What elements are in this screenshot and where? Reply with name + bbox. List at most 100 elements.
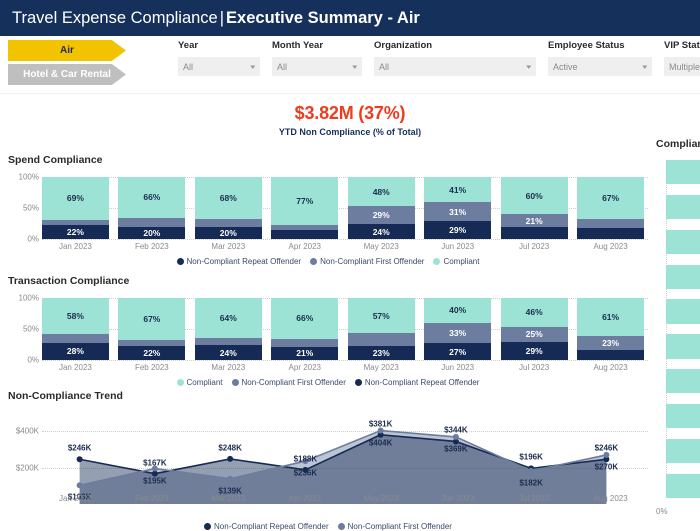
data-point[interactable] [76,482,83,489]
bar-segment[interactable]: 33% [424,322,492,344]
non-compliance-trend-legend[interactable]: Non-Compliant Repeat Offender Non-Complia… [8,522,648,531]
bar-segment[interactable] [118,339,186,347]
bar-segment[interactable]: 31% [424,202,492,222]
bar-segment[interactable]: 25% [500,326,568,343]
legend-item[interactable]: Non-Compliant First Offender [337,522,452,531]
data-point[interactable] [452,433,459,440]
bar-segment[interactable] [118,217,186,227]
bar-segment[interactable]: 21% [271,346,339,360]
filter-organization-dropdown[interactable]: All ▾ [374,57,536,76]
bar-segment[interactable]: 24% [347,224,415,239]
data-point[interactable] [76,456,83,463]
data-point[interactable] [452,438,459,445]
data-point[interactable] [151,470,158,477]
nav-chip-hotel-car-rental[interactable]: Hotel & Car Rental [8,64,126,85]
filter-vip-status-dropdown[interactable]: Multiple [664,57,700,76]
bar-column[interactable]: 77% [271,177,339,239]
legend-item[interactable]: Non-Compliant First Offender [231,378,346,387]
filter-employee-status-dropdown[interactable]: Active ▾ [548,57,652,76]
bar-segment[interactable]: 23% [347,345,415,360]
data-point[interactable] [302,458,309,465]
bar-segment[interactable] [194,337,262,346]
bar-segment[interactable]: 66% [118,177,186,218]
bar-segment[interactable] [666,369,700,394]
bar-segment[interactable] [271,230,339,239]
bar-segment[interactable] [577,218,644,228]
bar-segment[interactable]: 23% [577,335,644,351]
nav-chip-air[interactable]: Air [8,40,126,61]
data-point[interactable] [603,456,610,463]
bar-segment[interactable]: 24% [194,345,262,360]
legend-item[interactable]: Non-Compliant Repeat Offender [204,522,329,531]
non-compliance-trend-plot[interactable]: $200K $400K $246K $167K $248K $188K $381K $344K… [8,419,648,504]
bar-segment[interactable] [666,264,700,289]
bar-segment[interactable]: 68% [194,177,262,220]
bar-segment[interactable]: 48% [347,177,415,207]
bar-segment[interactable]: 22% [42,225,109,239]
bar-column[interactable]: 66% 21% [271,298,339,360]
bar-segment[interactable]: 60% [500,177,568,215]
bar-column[interactable]: 64% 24% [194,298,262,360]
bar-segment[interactable]: 57% [347,298,415,334]
bar-segment[interactable]: 66% [271,298,339,339]
bar-segment[interactable]: 58% [42,298,109,334]
transaction-compliance-legend[interactable]: Compliant Non-Compliant First Offender Non… [8,378,648,387]
compliance-clipped-plot[interactable] [656,160,700,498]
filter-month-year-dropdown[interactable]: All ▾ [272,57,362,76]
bar-column[interactable]: 60% 21% [500,177,568,239]
bar-segment[interactable]: 64% [194,298,262,338]
data-point[interactable] [227,475,234,482]
bar-column[interactable]: 69% 22% [42,177,109,239]
bar-column[interactable]: 58% 28% [42,298,109,360]
legend-item[interactable]: Compliant [176,378,223,387]
bar-segment[interactable] [666,473,700,498]
bar-segment[interactable] [666,438,700,464]
bar-column[interactable]: 41% 31% 29% [424,177,492,239]
spend-compliance-legend[interactable]: Non-Compliant Repeat Offender Non-Complia… [8,257,648,266]
bar-segment[interactable] [666,229,700,255]
transaction-compliance-plot[interactable]: 0% 50% 100% 58% 28% 67% 22% 64% 24% 66% 21% 57% 23% 4… [8,294,648,365]
bar-segment[interactable]: 29% [347,206,415,225]
legend-item[interactable]: Non-Compliant Repeat Offender [354,378,479,387]
data-point[interactable] [151,465,158,472]
data-point[interactable] [227,455,234,462]
bar-segment[interactable]: 40% [424,298,492,323]
spend-compliance-plot[interactable]: 0% 50% 100% 69% 22% 66% 20% 68% 20% 77% 48% 29% 24% 4… [8,173,648,244]
bar-column[interactable]: 61% 23% [577,298,644,360]
bar-segment[interactable]: 77% [271,177,339,225]
bar-segment[interactable]: 21% [500,214,568,228]
bar-segment[interactable] [42,333,109,343]
legend-item[interactable]: Compliant [433,257,479,266]
bar-segment[interactable] [500,227,568,239]
bar-segment[interactable]: 20% [118,226,186,239]
bar-segment[interactable]: 29% [500,342,568,360]
data-point[interactable] [603,451,610,458]
bar-segment[interactable]: 69% [42,177,109,220]
data-point[interactable] [377,427,384,434]
bar-segment[interactable] [271,338,339,347]
bar-segment[interactable] [271,224,339,231]
bar-column[interactable]: 48% 29% 24% [347,177,415,239]
bar-segment[interactable] [666,334,700,359]
bar-column[interactable]: 68% 20% [194,177,262,239]
bar-segment[interactable]: 29% [424,221,492,239]
bar-column[interactable]: 67% [577,177,644,239]
bar-segment[interactable]: 61% [577,298,644,336]
bar-segment[interactable]: 27% [424,343,492,360]
bar-segment[interactable] [666,403,700,429]
legend-item[interactable]: Non-Compliant Repeat Offender [176,257,301,266]
data-point[interactable] [528,467,535,474]
bar-segment[interactable] [666,299,700,324]
bar-segment[interactable] [194,219,262,227]
legend-item[interactable]: Non-Compliant First Offender [310,257,424,266]
bar-segment[interactable]: 41% [424,177,492,203]
bar-column[interactable]: 40% 33% 27% [424,298,492,360]
bar-segment[interactable] [42,219,109,226]
bar-segment[interactable]: 22% [118,346,186,360]
bar-segment[interactable] [666,194,700,220]
data-point[interactable] [377,431,384,438]
bar-segment[interactable]: 20% [194,226,262,239]
bar-segment[interactable] [347,333,415,346]
bar-segment[interactable] [577,350,644,360]
data-point[interactable] [302,466,309,473]
